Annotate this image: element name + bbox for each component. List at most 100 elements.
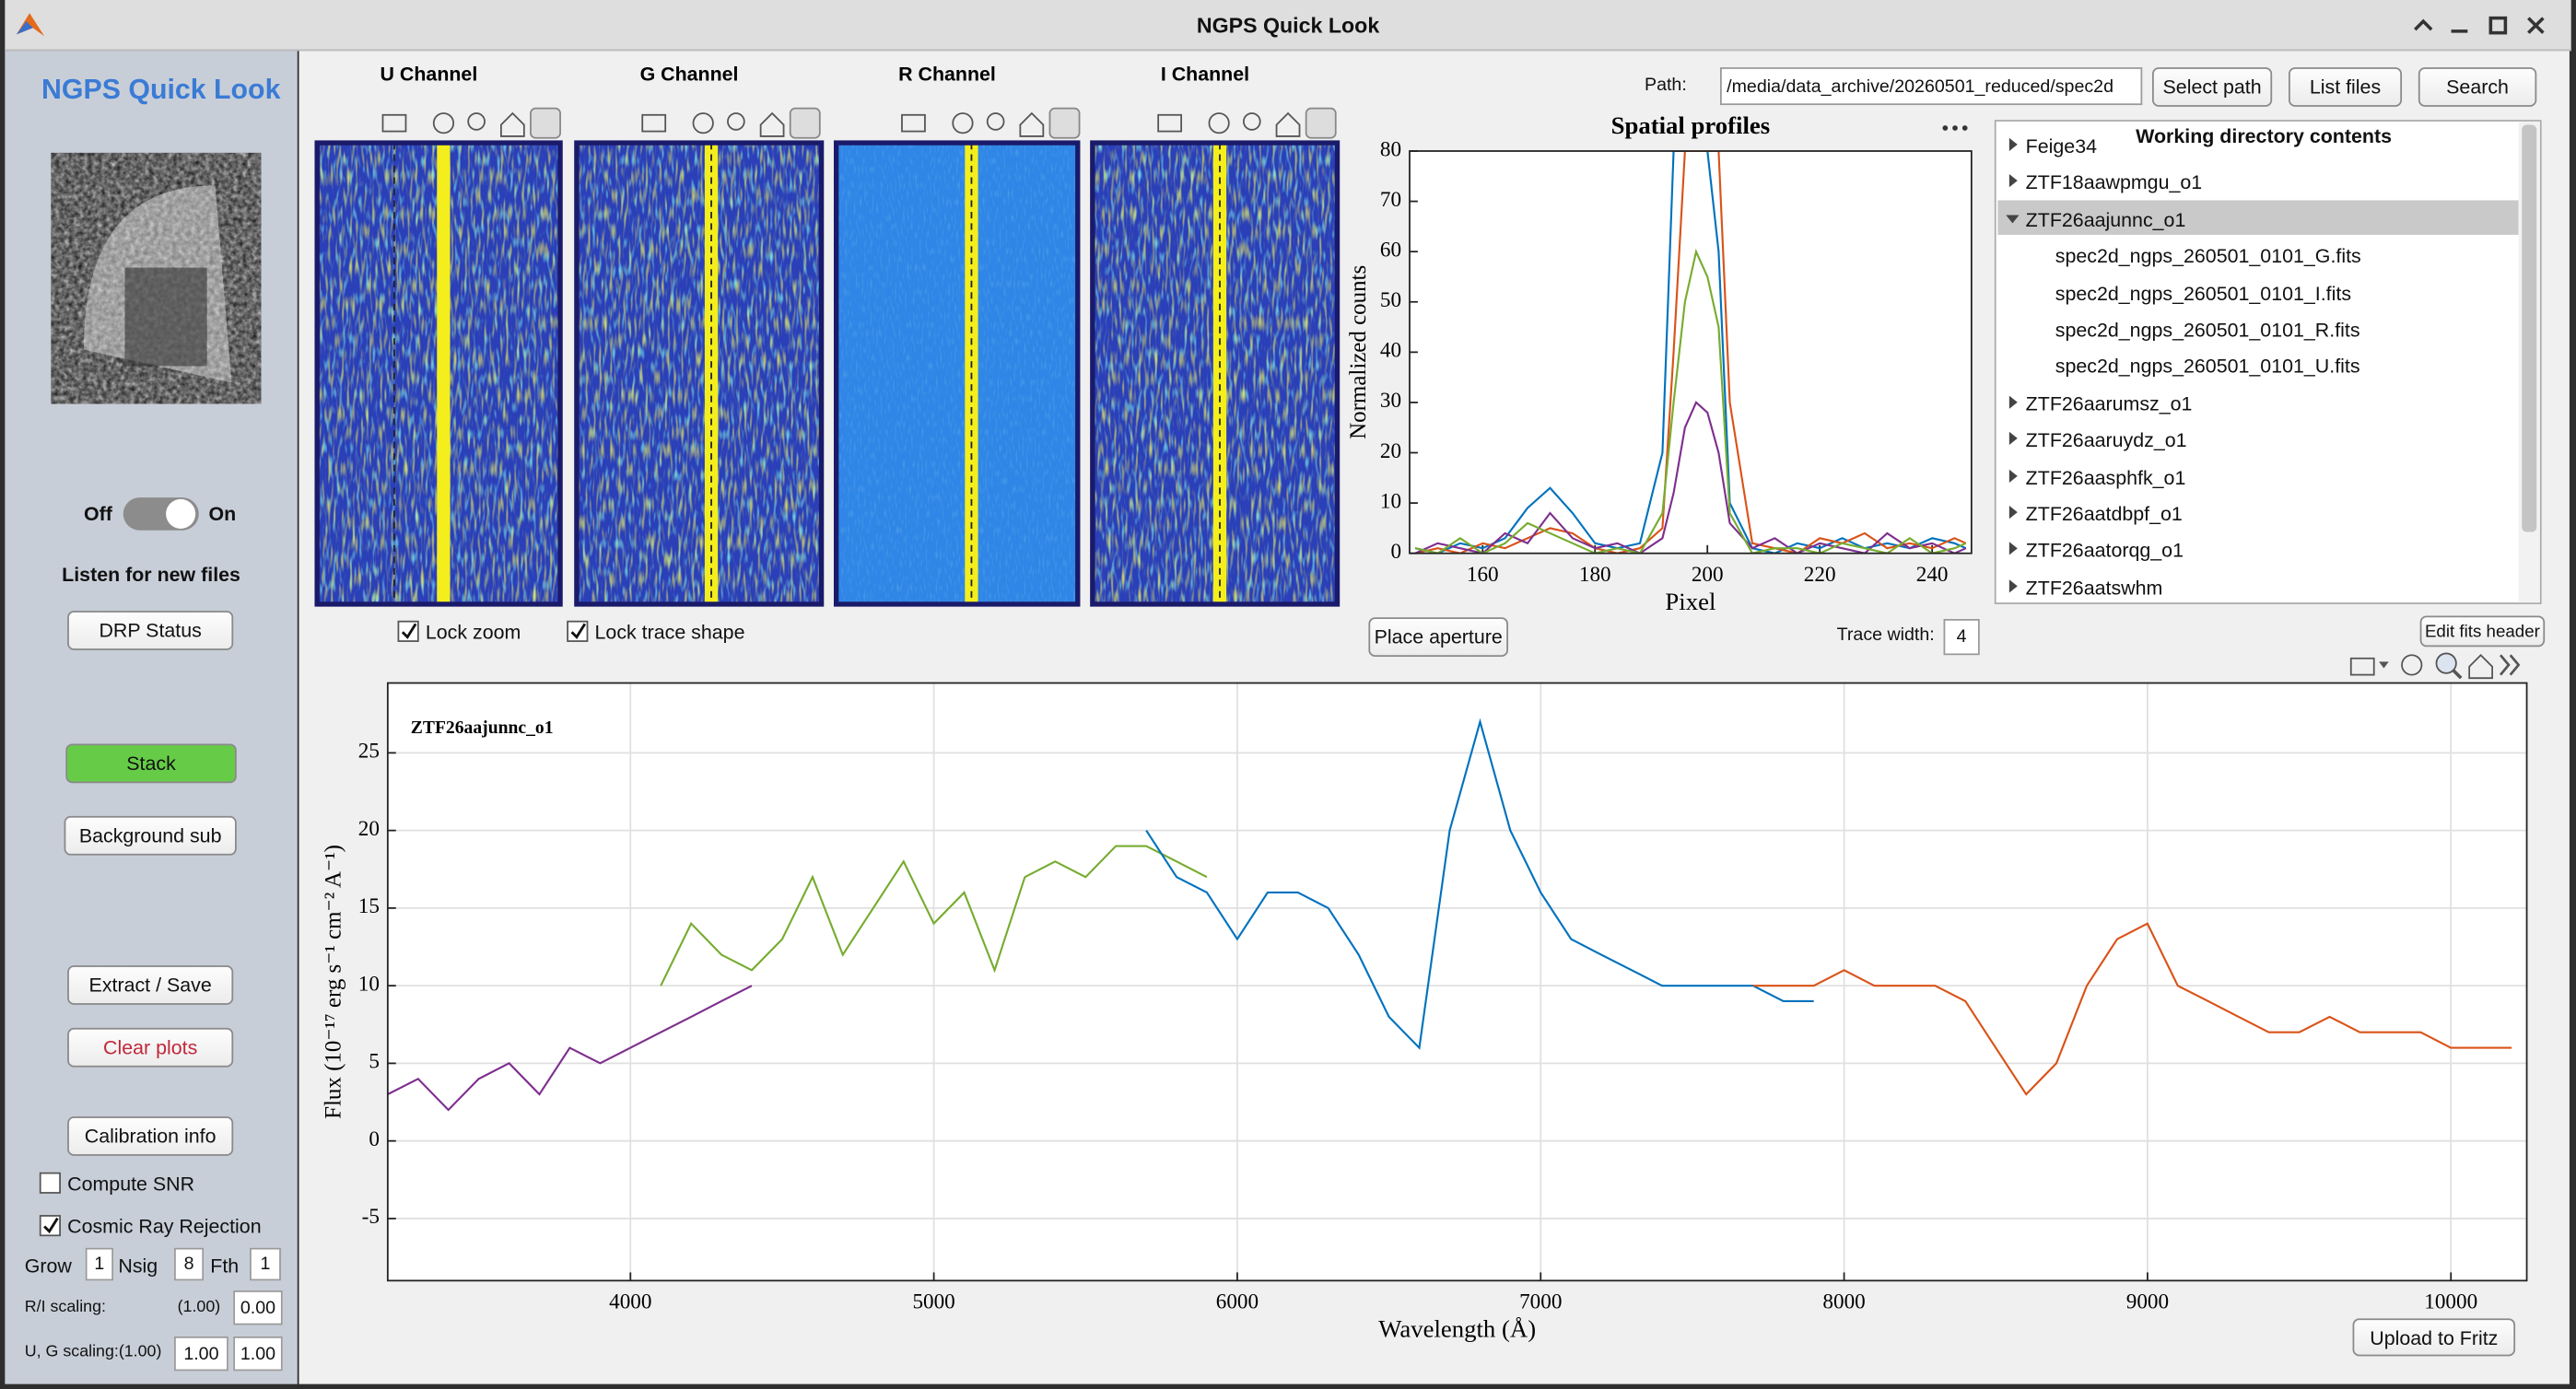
y-tick-label: 10 <box>358 972 380 996</box>
checkbox-label: Cosmic Ray Rejection <box>67 1215 262 1239</box>
scrollbar[interactable] <box>2518 121 2540 603</box>
expand-arrow[interactable] <box>2005 430 2021 447</box>
trace-width-field[interactable]: 4 <box>1943 619 1980 656</box>
expand-arrow[interactable] <box>2005 173 2021 190</box>
image-frame <box>574 140 825 607</box>
annotation: ZTF26aajunnc_o1 <box>411 718 554 738</box>
ug-scaling-field[interactable]: 1.00 <box>174 1336 228 1371</box>
tree-item[interactable]: ZTF26aatorqg_o1 <box>2025 539 2184 563</box>
sidebar-title: NGPS Quick Look <box>41 74 281 106</box>
expand-arrow[interactable] <box>2005 210 2021 227</box>
arrow-shape <box>2008 174 2018 188</box>
search-button[interactable]: Search <box>2418 67 2537 107</box>
fth-field[interactable]: 1 <box>250 1247 281 1281</box>
ri-scaling-default: (1.00) <box>177 1298 221 1317</box>
tool-icon <box>1305 107 1337 139</box>
checkmark <box>43 1217 59 1234</box>
tree-item[interactable]: ZTF26aajunnc_o1 <box>2025 208 2186 231</box>
x-tick-label: 6000 <box>1216 1290 1259 1314</box>
image-toolbar[interactable] <box>901 107 1081 139</box>
arrow-shape <box>2008 506 2018 519</box>
tool-icon <box>530 107 561 139</box>
tree-file[interactable]: spec2d_ngps_260501_0101_I.fits <box>2055 281 2352 305</box>
expand-arrow[interactable] <box>2005 541 2021 557</box>
nsig-field[interactable]: 8 <box>174 1247 205 1281</box>
list-files-button[interactable]: List files <box>2288 67 2403 107</box>
tree-item[interactable]: ZTF26aatswhm <box>2025 576 2163 600</box>
data-line <box>1752 922 2512 1096</box>
tool-icon <box>1048 107 1081 139</box>
tree-item[interactable]: ZTF18aawpmgu_o1 <box>2025 171 2203 195</box>
calibration-info-button[interactable]: Calibration info <box>67 1116 234 1156</box>
checkbox[interactable] <box>567 620 589 642</box>
expand-arrow[interactable] <box>2005 136 2021 153</box>
tool-icon <box>789 107 821 139</box>
path-field[interactable]: /media/data_archive/20260501_reduced/spe… <box>1720 67 2143 106</box>
window-controls[interactable] <box>2402 10 2566 40</box>
tree-item[interactable]: ZTF26aasphfk_o1 <box>2025 465 2186 489</box>
image-frame <box>314 140 563 607</box>
ri-scaling-field[interactable]: 0.00 <box>233 1290 283 1325</box>
place-aperture-button[interactable]: Place aperture <box>1368 617 1508 657</box>
x-tick-label: 240 <box>1916 563 1949 587</box>
x-axis-label: Wavelength (Å) <box>1378 1315 1536 1343</box>
tree-item[interactable]: ZTF26aatdbpf_o1 <box>2025 502 2183 526</box>
x-tick-label: 8000 <box>1822 1290 1865 1314</box>
drp-status-button[interactable]: DRP Status <box>67 611 234 650</box>
arrow-shape <box>2008 432 2018 446</box>
clear-plots-button[interactable]: Clear plots <box>67 1027 234 1068</box>
grow-field[interactable]: 1 <box>85 1247 114 1281</box>
data-line <box>1414 248 1967 554</box>
tree-file[interactable]: spec2d_ngps_260501_0101_G.fits <box>2055 244 2361 268</box>
toggle-off-label: Off <box>83 502 112 526</box>
expand-arrow[interactable] <box>2005 578 2021 594</box>
tree-item[interactable]: ZTF26aaruydz_o1 <box>2025 428 2187 452</box>
edit-fits-header-button[interactable]: Edit fits header <box>2419 615 2546 648</box>
channel-images: U Channel G Channel R Channel I Channel <box>314 64 1341 607</box>
arrow-shape <box>2008 395 2018 409</box>
select-path-button[interactable]: Select path <box>2151 67 2273 107</box>
upload-fritz-button[interactable]: Upload to Fritz <box>2352 1318 2516 1357</box>
extract-save-button[interactable]: Extract / Save <box>67 965 234 1005</box>
checkmark-stroke <box>43 1217 59 1234</box>
chart-title: Spatial profiles <box>1611 111 1771 139</box>
toggle-switch[interactable] <box>122 496 201 531</box>
tool-icon <box>1242 112 1261 131</box>
tree-item[interactable]: Feige34 <box>2025 134 2098 158</box>
x-tick-label: 9000 <box>2126 1290 2169 1314</box>
checkbox[interactable] <box>39 1172 61 1194</box>
checkbox[interactable] <box>397 620 419 642</box>
arrow-shape <box>2008 469 2018 483</box>
tool-icon <box>1157 113 1183 133</box>
trace-width-label: Trace width: <box>1836 625 1935 646</box>
axes-toolbar[interactable] <box>2346 648 2535 682</box>
image-toolbar[interactable] <box>1157 107 1337 139</box>
background-sub-button[interactable]: Background sub <box>64 815 237 856</box>
x-tick-label: 10000 <box>2424 1290 2477 1314</box>
image-frame <box>1090 140 1341 607</box>
ri-scaling-label: R/I scaling: <box>24 1298 106 1317</box>
image-toolbar[interactable] <box>381 107 561 139</box>
checkbox[interactable] <box>39 1215 61 1237</box>
expand-arrow[interactable] <box>2005 504 2021 520</box>
expand-arrow[interactable] <box>2005 393 2021 410</box>
stack-button[interactable]: Stack <box>65 743 237 784</box>
tree-file[interactable]: spec2d_ngps_260501_0101_R.fits <box>2055 318 2360 342</box>
tree-item[interactable]: ZTF26aarumsz_o1 <box>2025 391 2193 415</box>
ug-scaling-field[interactable]: 1.00 <box>233 1336 283 1371</box>
image-toolbar[interactable] <box>641 107 821 139</box>
y-tick-label: -5 <box>362 1205 380 1229</box>
x-tick-label: 220 <box>1804 563 1836 587</box>
tool-icon <box>952 112 974 134</box>
checkmark <box>570 623 587 639</box>
tool-icon <box>467 112 486 131</box>
tree-file[interactable]: spec2d_ngps_260501_0101_U.fits <box>2055 355 2360 379</box>
y-tick-label: 20 <box>1380 439 1401 463</box>
arrow-shape <box>2008 578 2018 593</box>
checkbox-label: Lock trace shape <box>594 620 745 644</box>
data-line <box>387 985 753 1112</box>
expand-arrow[interactable] <box>2005 467 2021 484</box>
plot-area <box>1409 150 1972 554</box>
tool-icon <box>1208 112 1230 134</box>
